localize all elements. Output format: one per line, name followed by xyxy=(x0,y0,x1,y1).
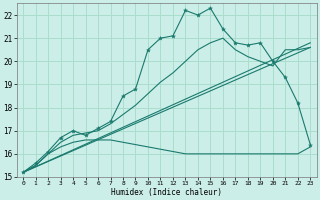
X-axis label: Humidex (Indice chaleur): Humidex (Indice chaleur) xyxy=(111,188,222,197)
